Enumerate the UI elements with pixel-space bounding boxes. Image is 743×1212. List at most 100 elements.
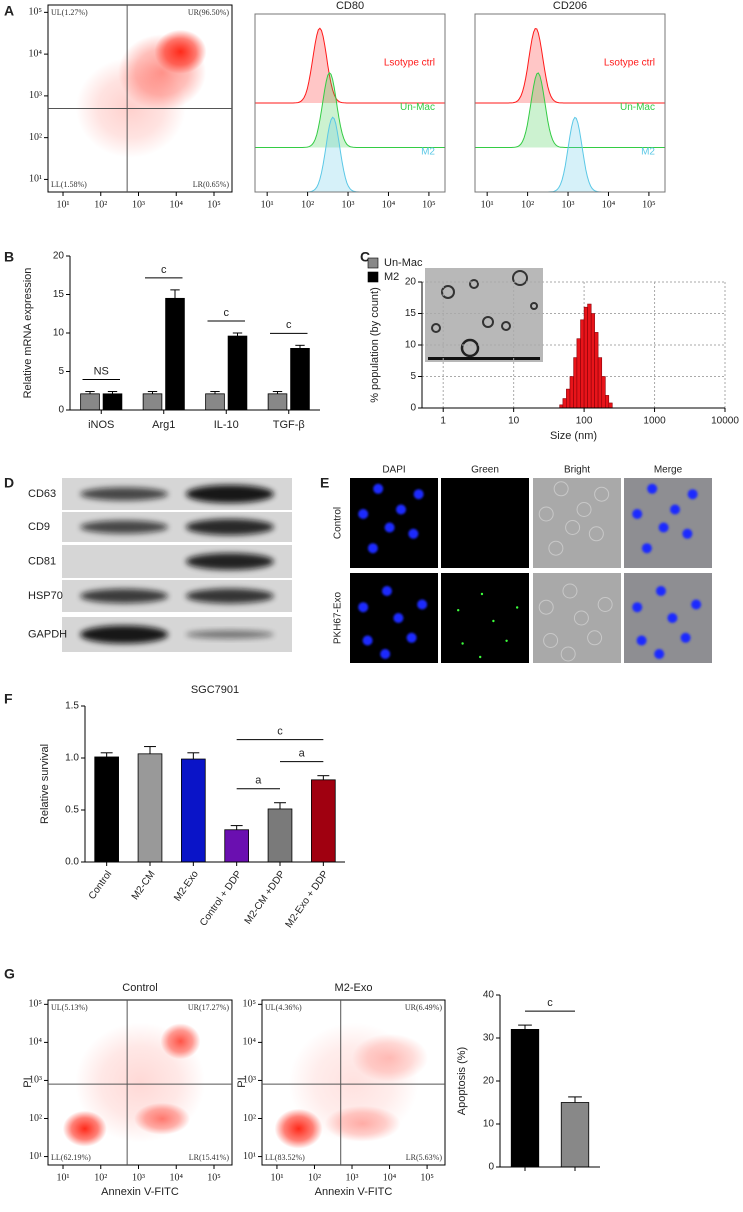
series-label: M2 [421, 147, 435, 158]
x-tick-label: 10000 [711, 416, 739, 427]
y-tick-label: 1.0 [65, 753, 79, 764]
series-label: Lsotype ctrl [604, 58, 655, 69]
x-tick-label: 10 [508, 416, 520, 427]
x-tick-label: 10³ [346, 1172, 359, 1183]
vesicle [482, 316, 494, 328]
y-tick-label: 10² [243, 1113, 256, 1124]
chart-title: Control [122, 982, 157, 994]
blot-label: CD81 [28, 555, 56, 567]
x-tick-label: Control [87, 869, 115, 902]
vesicle [530, 302, 538, 310]
green-signal [505, 639, 508, 642]
plot-frame [261, 999, 446, 1166]
histogram-bar [587, 303, 592, 409]
histogram-curve [475, 28, 665, 104]
quadrant-label: LL(1.58%) [51, 180, 87, 189]
y-tick-label: 10 [53, 328, 65, 339]
y-tick-label: 0 [410, 403, 416, 414]
blot-band [80, 487, 169, 501]
x-tick-label: 10⁴ [602, 199, 616, 210]
cell-outline [543, 633, 559, 648]
histogram-fill [475, 117, 665, 192]
bar [181, 758, 206, 863]
y-tick-label: 10⁵ [29, 7, 43, 18]
nucleus [658, 522, 669, 533]
x-tick-label: 10¹ [57, 1172, 70, 1183]
blot-label: CD9 [28, 521, 50, 533]
nucleus [670, 504, 681, 515]
x-tick-label: 10¹ [270, 1172, 283, 1183]
panel-label: D [4, 475, 14, 491]
blot-band [80, 625, 169, 644]
significance-label: c [286, 319, 292, 331]
y-tick-label: 10¹ [243, 1151, 256, 1162]
x-tick-label: 100 [576, 416, 593, 427]
quadrant-label: UR(17.27%) [188, 1003, 229, 1012]
vesicle [441, 285, 455, 299]
plot-frame [47, 999, 233, 1166]
x-tick-label: 10¹ [481, 199, 494, 210]
bar [267, 808, 293, 863]
x-tick-label: TGF-β [273, 419, 305, 431]
quadrant-label: UR(96.50%) [188, 8, 229, 17]
cell-outline [538, 506, 554, 522]
tem-inset [425, 268, 543, 362]
y-tick-label: 15 [53, 289, 65, 300]
series-label: Un-Mac [620, 102, 655, 113]
cell-outline [594, 486, 610, 502]
event-cloud [75, 57, 186, 158]
micrograph [533, 573, 621, 663]
histogram-curve [255, 27, 445, 104]
quadrant-label: LR(0.65%) [193, 180, 230, 189]
y-tick-label: 10¹ [29, 1151, 42, 1162]
x-tick-label: 10⁵ [642, 199, 656, 210]
cell-outline [587, 630, 603, 646]
x-tick-label: Arg1 [152, 419, 175, 431]
row-header: Control [333, 507, 344, 539]
y-axis-label: Apoptosis (%) [456, 1047, 468, 1115]
vesicle [512, 270, 528, 286]
chart-title: M2-Exo [335, 982, 373, 994]
x-tick-label: Control + DDP [198, 869, 244, 929]
panel-label: A [4, 3, 14, 19]
y-tick-label: 10² [29, 1113, 42, 1124]
x-axis-label: Annexin V-FITC [101, 1186, 179, 1198]
y-tick-label: 0 [488, 1162, 494, 1173]
nucleus [380, 649, 391, 659]
nucleus [408, 528, 419, 539]
blot-label: GAPDH [28, 628, 67, 640]
legend-label: Un-Mac [384, 257, 423, 269]
quadrant-label: UR(6.49%) [405, 1003, 442, 1012]
y-tick-label: 10³ [243, 1075, 256, 1086]
cell-outline [565, 520, 581, 535]
quadrant-label: LL(62.19%) [51, 1153, 91, 1162]
nucleus [396, 504, 407, 515]
cell-outline [588, 526, 604, 542]
cell-outline [538, 599, 554, 615]
green-signal [480, 592, 484, 596]
y-axis-label: PI [22, 1077, 34, 1087]
y-tick-label: 0 [58, 405, 64, 416]
series-label: M2 [641, 147, 655, 158]
nucleus [358, 602, 369, 613]
x-tick-label: 10¹ [261, 199, 274, 210]
x-tick-label: 10⁴ [169, 1172, 183, 1183]
blot-band [185, 588, 274, 604]
quadrant-label: LR(5.63%) [406, 1153, 443, 1162]
quadrant-label: UL(5.13%) [51, 1003, 88, 1012]
nucleus [647, 483, 658, 494]
nucleus [384, 522, 395, 533]
vesicle [431, 323, 441, 333]
panel-label: F [4, 691, 13, 707]
x-tick-label: 10² [308, 1172, 321, 1183]
cell-outline [553, 481, 569, 497]
column-header: Merge [654, 465, 683, 476]
y-tick-label: 10³ [29, 90, 42, 101]
x-tick-label: 10⁵ [207, 1172, 221, 1183]
significance-label: a [299, 748, 306, 760]
x-tick-label: 10² [521, 199, 534, 210]
y-tick-label: 5 [58, 366, 64, 377]
